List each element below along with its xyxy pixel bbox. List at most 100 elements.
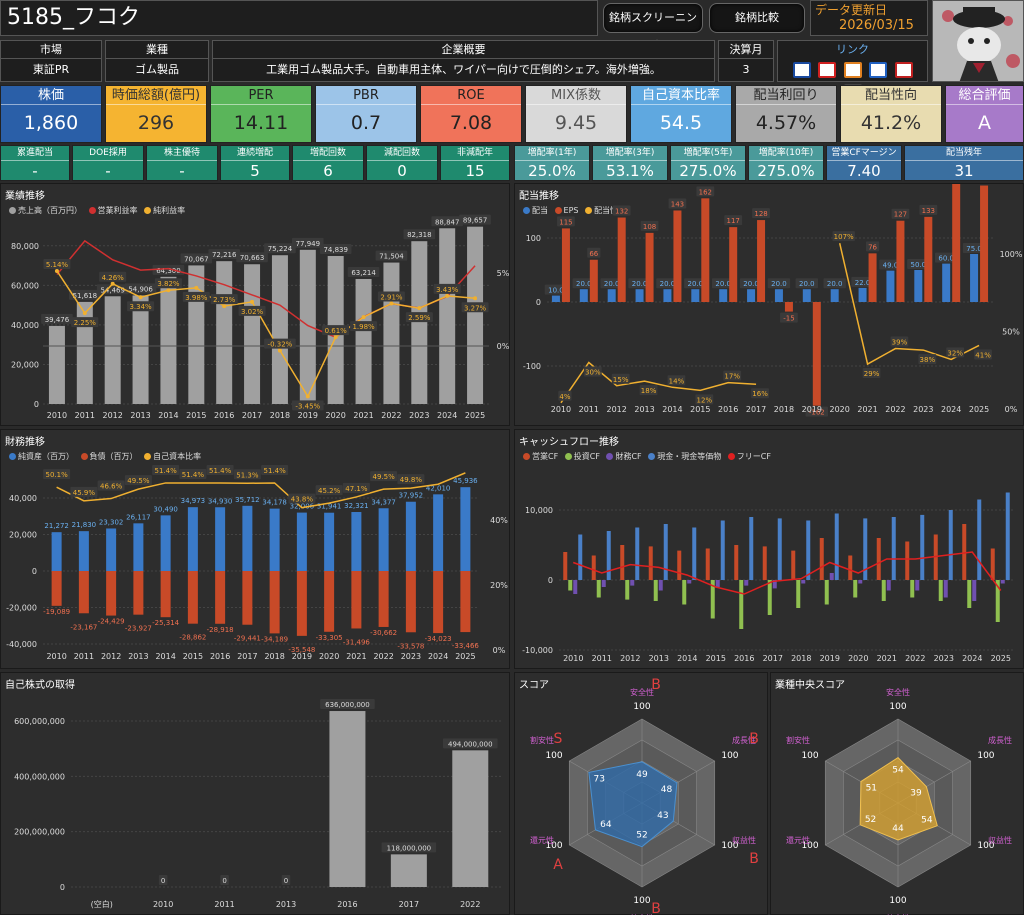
profile-link-icon[interactable] [843,62,862,78]
equity-ratio-label: 49.5% [127,477,150,485]
kpi-card: 総合評価 A [945,85,1024,143]
minkabu-link-icon[interactable] [894,62,913,78]
x-tick-label: (空白) [91,899,113,909]
panel-title: 自己株式の取得 [5,680,75,691]
eps-bar [924,216,933,302]
equity-bar [460,487,471,571]
x-tick-label: 2018 [264,652,284,661]
buyback-label: 636,000,000 [325,701,370,709]
eps-label: 127 [894,211,907,219]
ir-bank-link-icon[interactable] [792,62,811,78]
buyback-chart: 0 200,000,000 400,000,000 600,000,000 (空白) 0 2… [14,699,501,909]
cf-bar [1000,580,1005,584]
sales-bar [76,301,93,404]
x-tick-label: 2024 [428,652,448,661]
radar-max-label: 100 [801,751,818,761]
y-tick-label: 20,000 [9,531,37,540]
legend-item: 配当 [532,206,548,215]
liability-bar [351,571,362,629]
x-tick-label: 2011 [592,654,612,663]
screening-button[interactable]: 銘柄スクリーニング [603,3,703,52]
y-tick-label: 600,000,000 [14,717,65,726]
kpi-label: MIX係数 [526,86,626,105]
cf-bar [977,499,982,580]
cf-bar [578,534,583,580]
radar-max-label: 100 [889,896,906,906]
equity-label: 32,321 [344,502,369,510]
radar-axis-label: 効率性 [886,913,910,915]
data-label-bg [264,338,296,349]
buyback-bar [329,711,366,887]
liability-label: -33,578 [397,642,424,650]
liability-label: -19,089 [43,608,70,616]
cf-bar [653,580,658,601]
y-tick-label: 40,000 [9,494,37,503]
data-label-bg [724,215,743,226]
panel-title: キャッシュフロー推移 [519,437,619,448]
data-label-bg [154,278,182,289]
data-label-bg [851,276,874,287]
y-tick-label: 100 [526,234,541,243]
net-margin-line [56,270,476,398]
liability-bar [405,571,416,633]
payout-ratio-label: 39% [892,339,908,347]
x-tick-label: 2015 [706,654,726,663]
data-label-bg [600,278,623,289]
liability-bar [51,571,62,606]
cf-bar [739,580,744,629]
data-label-bg [832,231,855,242]
radar-axis-label: 効率性 [630,913,654,915]
y-tick-label: -20,000 [6,604,37,613]
cf-bar [848,555,853,580]
x-tick-label: 2021 [877,654,897,663]
payout-ratio-label: 32% [947,349,963,357]
kpi-card: 自己資本比率 54.5 [630,85,732,143]
liability-label: -35,548 [288,646,315,654]
cf-bar [777,518,782,580]
cf-bar [720,520,725,580]
data-label-bg [739,278,763,289]
payout-ratio-label: 41% [975,351,991,359]
radar-value: 48 [661,785,673,795]
data-label-bg [431,216,463,227]
financial-panel: 財務推移 純資産（百万） 負債（百万） 自己資本比率 -40,000 -20,00… [0,429,510,669]
x-tick-label: 2015 [186,411,206,420]
equity-label: 34,973 [181,497,206,505]
cf-bar [801,580,806,584]
eps-bar [757,220,766,302]
dividend-label: 49.0 [883,262,899,270]
x-tick-label: 2020 [319,652,339,661]
data-label-bg [70,486,98,497]
x-tick-label: 2015 [690,405,710,414]
stat-value: 6 [323,162,333,180]
kabutan-link-icon[interactable] [818,62,836,78]
cf-bar [910,580,915,598]
data-label-bg [795,278,819,289]
y2-tick-label: 20% [490,581,508,590]
y2-tick-label: 40% [490,516,508,525]
buyback-panel: 自己株式の取得 0 200,000,000 400,000,000 600,000,0… [0,672,510,915]
kpi-label: ROE [421,86,521,105]
free-cf-line [572,551,1002,595]
eps-label: 115 [559,218,572,226]
data-label-bg [711,278,735,289]
compare-button[interactable]: 銘柄比較 [709,3,805,33]
cf-bar [933,534,938,580]
eps-label: 132 [615,208,628,216]
sales-label: 70,067 [184,255,209,263]
dividend-bar [635,289,644,302]
equity-bar [351,512,362,571]
kpi-value: 296 [137,112,175,134]
sales-bar [104,296,121,404]
x-tick-label: 2017 [237,652,257,661]
sales-label: 54,469 [100,286,125,294]
market-cell: 市場 東証PR [0,40,102,82]
net-margin-label: 2.59% [408,314,431,322]
cf-bar [635,527,640,580]
x-tick-label: 2014 [677,654,697,663]
cf-bar [606,531,611,580]
x-tick-label: 2016 [214,411,234,420]
cf-bar [648,546,653,580]
radar-value: 52 [865,815,876,825]
chart-link-icon[interactable] [869,62,887,78]
